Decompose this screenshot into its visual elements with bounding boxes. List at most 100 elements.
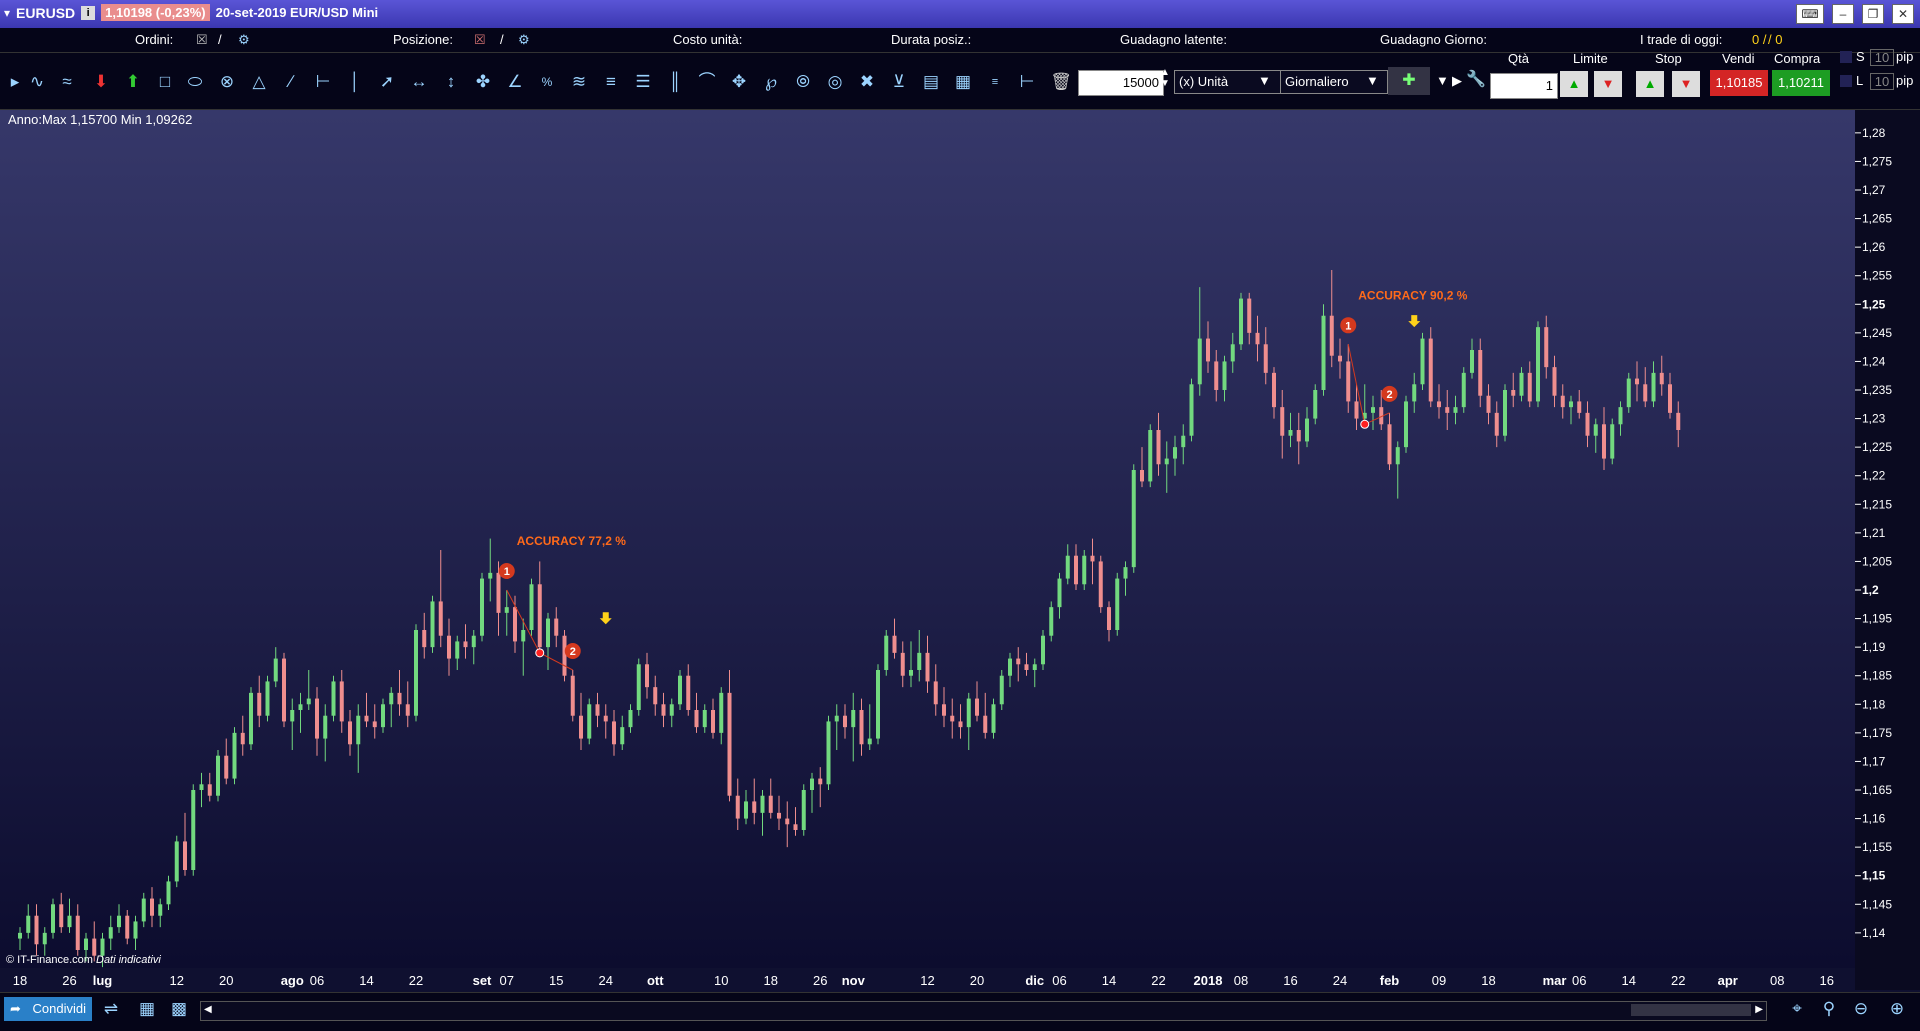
units-select[interactable]: (x) Unità bbox=[1174, 70, 1282, 94]
channel-icon[interactable]: ≡ bbox=[606, 72, 616, 91]
qty-input[interactable] bbox=[1490, 73, 1558, 99]
add-indicator-icon[interactable]: ✚ bbox=[1388, 67, 1430, 95]
info-icon[interactable]: i bbox=[81, 5, 96, 20]
price-chart[interactable]: 1 2 ACCURACY 77,2 % 1 2 ACCURACY 90,2 % 1,28 1… bbox=[0, 110, 1920, 990]
scroll-right-icon[interactable]: ▶ bbox=[1755, 1004, 1763, 1015]
s-pip-input[interactable]: 10 bbox=[1870, 49, 1894, 66]
triangle-icon[interactable]: △ bbox=[252, 72, 266, 91]
candle-body bbox=[1173, 447, 1177, 459]
minimize-button[interactable]: – bbox=[1832, 4, 1854, 24]
candle bbox=[1057, 572, 1062, 619]
ellipse-cycle-icon[interactable]: ⦾ bbox=[796, 72, 810, 91]
text-tool-icon[interactable]: ⊢ bbox=[1019, 72, 1035, 91]
l-pip-input[interactable]: 10 bbox=[1870, 73, 1894, 90]
fib-channel-icon[interactable]: ☰ bbox=[635, 72, 651, 91]
period-dropdown-icon[interactable]: ▼ bbox=[1366, 73, 1379, 88]
buy-price-button[interactable]: 1,10211 bbox=[1772, 70, 1830, 96]
units-dropdown-icon[interactable]: ▼ bbox=[1258, 73, 1271, 88]
spiral-icon[interactable]: ◎ bbox=[827, 72, 843, 91]
ticker-symbol[interactable]: EURUSD bbox=[16, 4, 76, 21]
elliott-icon[interactable]: ⊻ bbox=[892, 72, 906, 91]
segment-icon[interactable]: ➚ bbox=[379, 72, 395, 91]
candle-body bbox=[702, 710, 707, 728]
raff-channel-icon[interactable]: ≡ bbox=[991, 76, 999, 88]
cross-ellipse-icon[interactable]: ⊗ bbox=[219, 72, 235, 91]
ellipse-icon[interactable]: ⬭ bbox=[187, 72, 203, 91]
stop-buy-icon[interactable]: ▲ bbox=[1636, 71, 1664, 97]
line-chart-icon[interactable]: ∿ bbox=[29, 72, 45, 91]
x-tick-label: 26 bbox=[62, 973, 76, 988]
candle bbox=[372, 704, 377, 739]
trend-line-icon[interactable]: ∕ bbox=[289, 72, 293, 91]
zigzag-icon[interactable]: ≈ bbox=[62, 72, 72, 91]
percent-retracement-icon[interactable]: % bbox=[541, 75, 553, 89]
chart-background bbox=[0, 110, 1855, 968]
regression-icon[interactable]: ≋ bbox=[571, 72, 587, 91]
cursor-icon[interactable]: ▸ bbox=[10, 72, 20, 91]
position-close-icon[interactable]: ☒ bbox=[474, 32, 486, 47]
buy-arrow-icon[interactable]: ⬆ bbox=[125, 72, 141, 91]
keyboard-icon[interactable]: ⌨ bbox=[1796, 4, 1824, 24]
candle-body bbox=[207, 784, 212, 796]
range-icon[interactable]: ↔ bbox=[410, 72, 428, 91]
angle-icon[interactable]: ∠ bbox=[507, 72, 523, 91]
zoom-out-icon[interactable]: ⊖ bbox=[1853, 999, 1869, 1018]
rectangle-icon[interactable]: □ bbox=[159, 72, 171, 91]
gann-grid-icon[interactable]: ✖ bbox=[859, 72, 875, 91]
candle bbox=[1148, 424, 1153, 488]
share-button[interactable]: ➦ Condividi bbox=[4, 997, 92, 1021]
gann-fan-icon[interactable]: ✥ bbox=[731, 72, 747, 91]
fan-icon[interactable]: ✤ bbox=[475, 72, 491, 91]
grid-icon[interactable]: ▩ bbox=[170, 999, 188, 1018]
sync-icon[interactable]: ⇌ bbox=[103, 999, 119, 1018]
l-checkbox[interactable] bbox=[1840, 75, 1852, 87]
period-select[interactable]: Giornaliero bbox=[1280, 70, 1388, 94]
fib-levels-icon[interactable]: ▤ bbox=[922, 72, 940, 91]
zoom-area-icon[interactable]: ⚲ bbox=[1822, 999, 1836, 1018]
candle bbox=[719, 687, 724, 745]
fib-extension-icon[interactable]: ▦ bbox=[954, 72, 972, 91]
window-menu-icon[interactable]: ▾ bbox=[4, 5, 11, 20]
orders-close-icon[interactable]: ☒ bbox=[196, 32, 208, 47]
y-tick-label: 1,28 bbox=[1862, 126, 1886, 140]
candle-body bbox=[999, 675, 1004, 705]
stop-sell-icon[interactable]: ▼ bbox=[1672, 71, 1700, 97]
restore-button[interactable]: ❐ bbox=[1862, 4, 1884, 24]
candle bbox=[570, 670, 575, 722]
quantity-stepper-icon[interactable]: ▲ ▼ bbox=[1160, 67, 1170, 89]
candle-body bbox=[892, 635, 897, 653]
quantity-input[interactable] bbox=[1078, 70, 1164, 96]
horizontal-scrollbar[interactable]: ◀ ▶ bbox=[200, 1001, 1767, 1021]
indicator-dropdown-icon[interactable]: ▼ bbox=[1436, 73, 1449, 88]
s-checkbox[interactable] bbox=[1840, 51, 1852, 63]
x-tick-label: 20 bbox=[219, 973, 233, 988]
panel-arrow-icon[interactable]: ▶ bbox=[1452, 73, 1462, 88]
layout-icon[interactable]: ▦ bbox=[138, 999, 156, 1018]
andrews-pitchfork-icon[interactable]: ℘ bbox=[765, 72, 777, 91]
candle-body bbox=[1247, 298, 1252, 333]
limit-sell-icon[interactable]: ▼ bbox=[1594, 71, 1622, 97]
latent-gain-label: Guadagno latente: bbox=[1120, 32, 1227, 47]
horizontal-line-icon[interactable]: ⊢ bbox=[315, 72, 331, 91]
fib-arcs-icon[interactable]: ⌒ bbox=[698, 72, 716, 91]
limit-buy-icon[interactable]: ▲ bbox=[1560, 71, 1588, 97]
time-zones-icon[interactable]: ║ bbox=[668, 72, 682, 91]
vertical-line-icon[interactable]: │ bbox=[349, 72, 361, 91]
sell-arrow-icon[interactable]: ⬇ bbox=[93, 72, 109, 91]
sell-price-button[interactable]: 1,10185 bbox=[1710, 70, 1768, 96]
scroll-left-icon[interactable]: ◀ bbox=[204, 1004, 212, 1015]
close-button[interactable]: ✕ bbox=[1892, 4, 1914, 24]
zoom-in-icon[interactable]: ⊕ bbox=[1889, 999, 1905, 1018]
candle bbox=[966, 692, 971, 750]
y-tick-label: 1,255 bbox=[1862, 269, 1892, 283]
scroll-thumb[interactable] bbox=[1631, 1004, 1751, 1016]
position-settings-icon[interactable]: ⚙ bbox=[518, 32, 530, 47]
orders-settings-icon[interactable]: ⚙ bbox=[238, 32, 250, 47]
candle bbox=[414, 624, 418, 722]
trash-icon[interactable]: 🗑 bbox=[1050, 72, 1072, 91]
vertical-range-icon[interactable]: ↕ bbox=[446, 72, 456, 91]
chart-fit-icon[interactable]: ⌖ bbox=[1792, 999, 1802, 1018]
wrench-icon[interactable]: 🔧 bbox=[1466, 71, 1486, 88]
trades-today-b: / 0 bbox=[1768, 32, 1783, 47]
